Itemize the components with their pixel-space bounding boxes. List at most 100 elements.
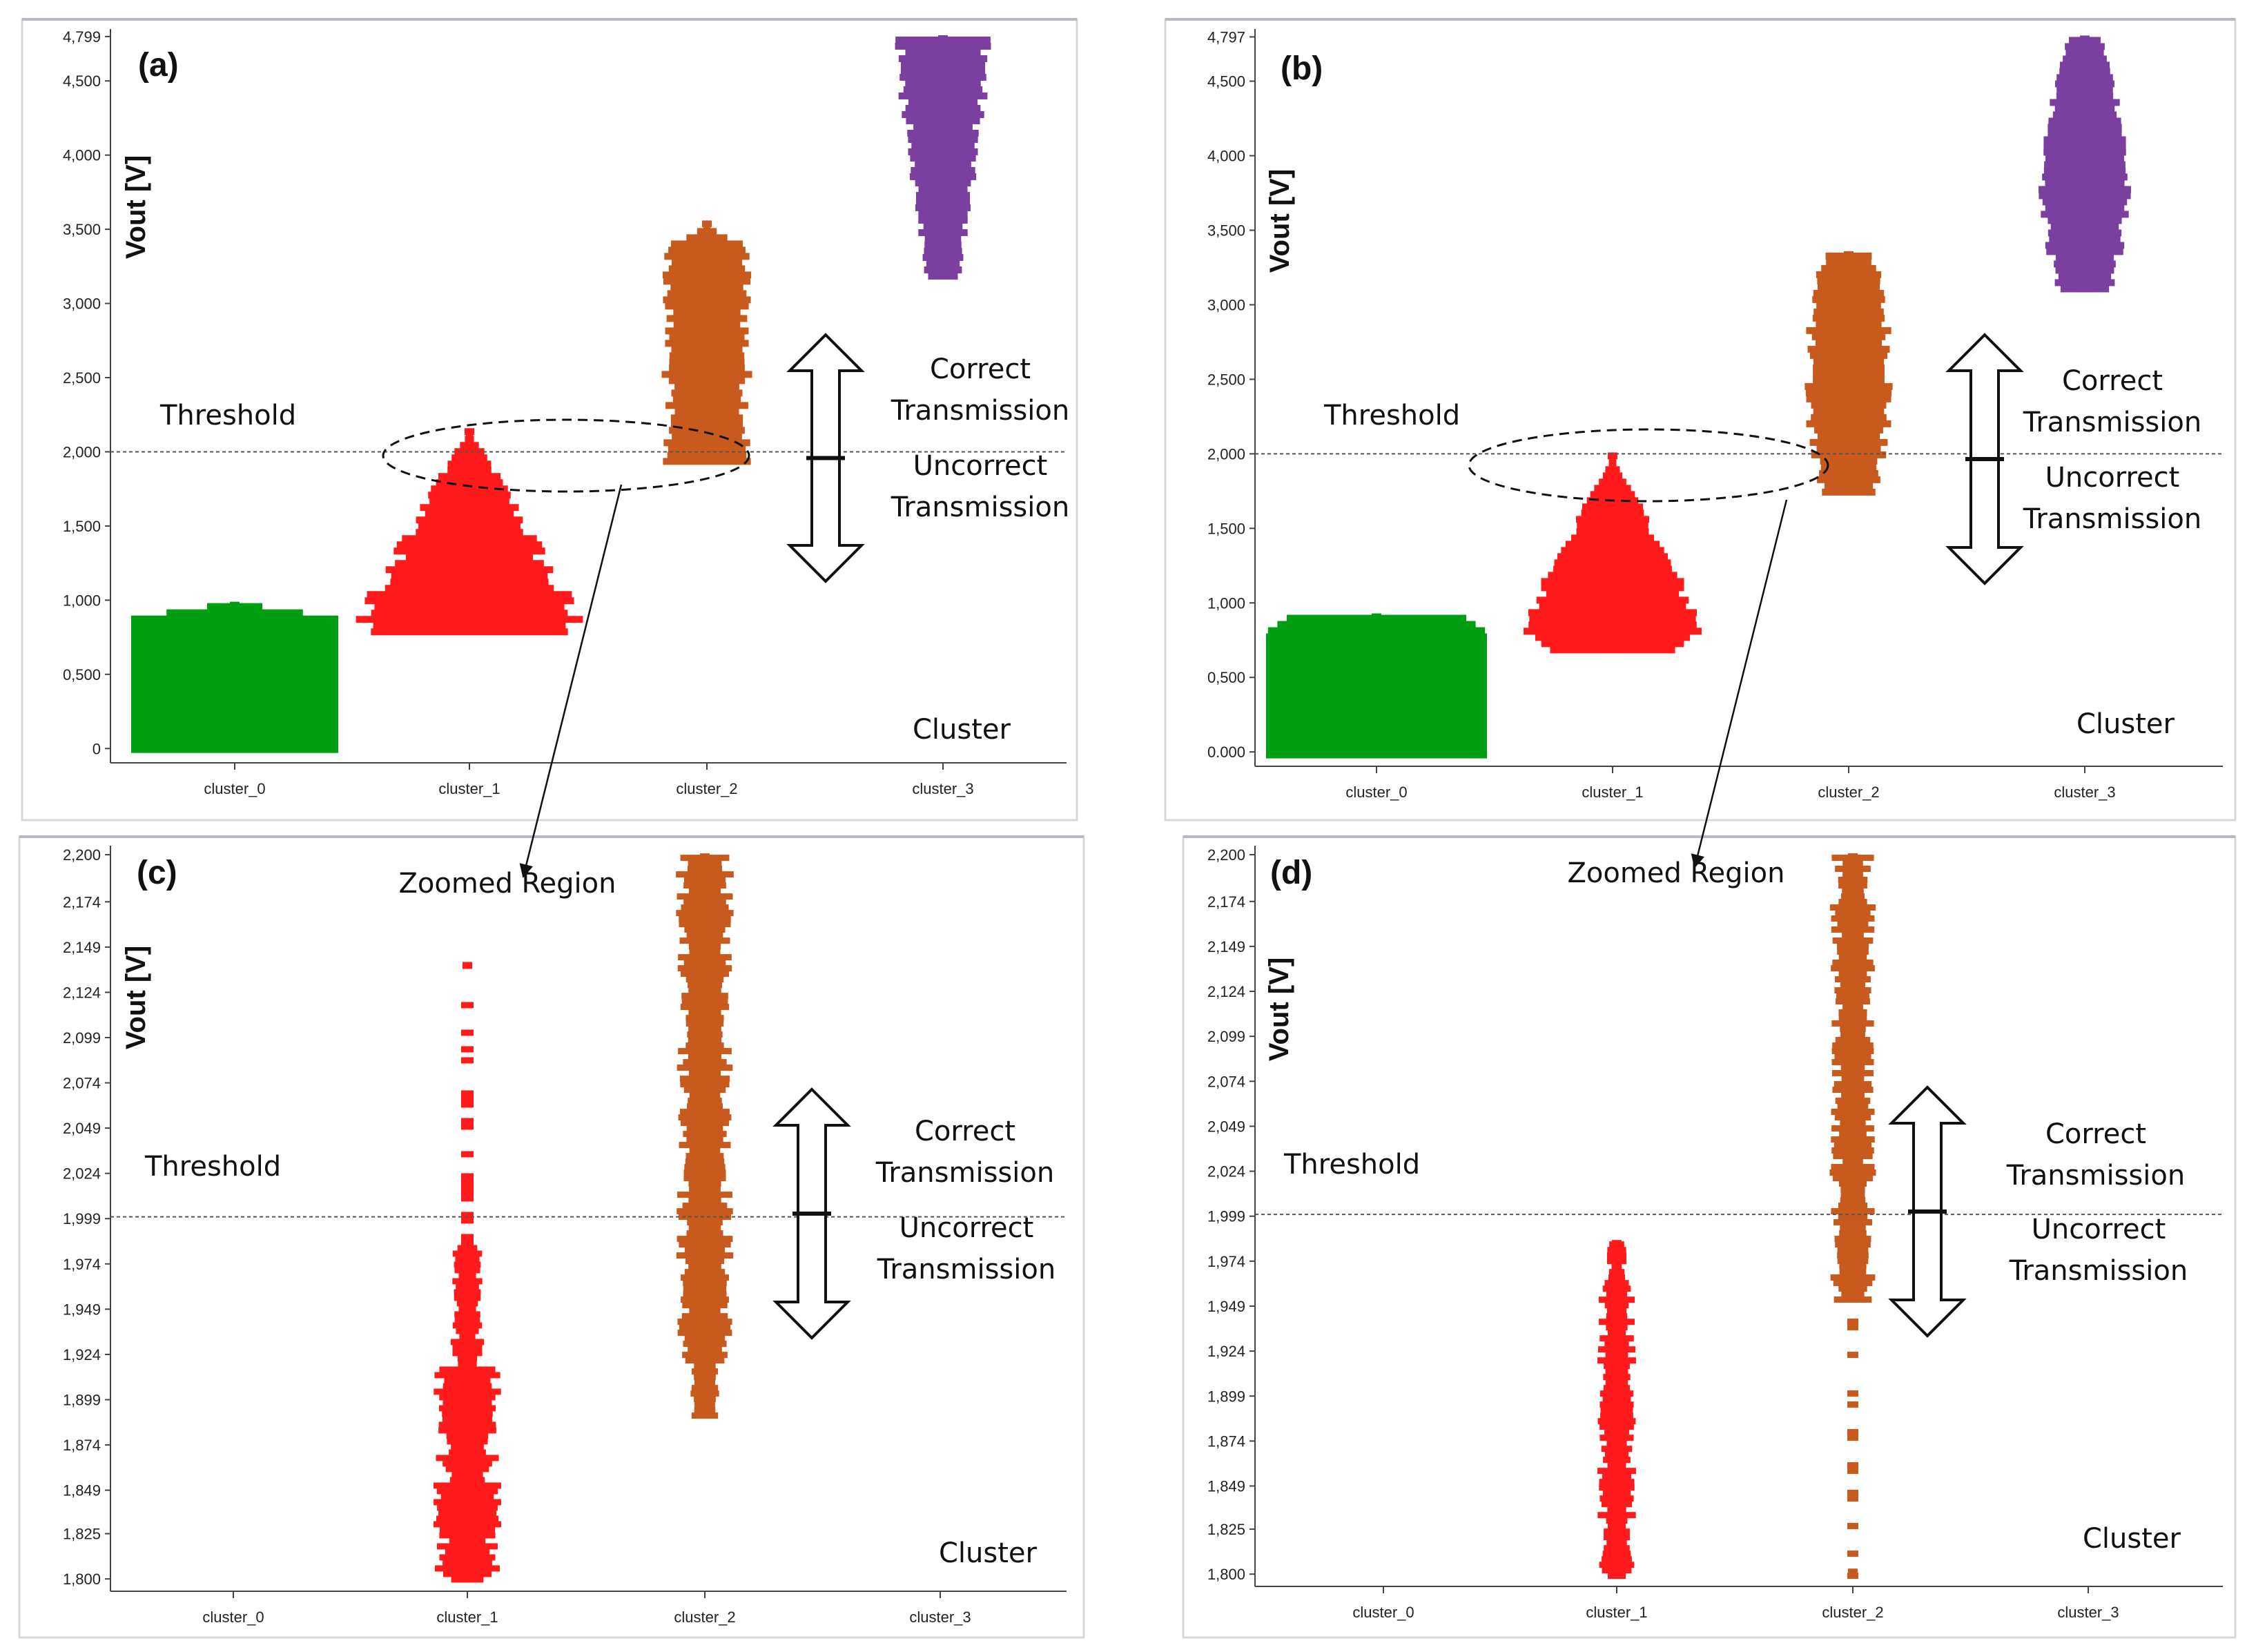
data-mark [663, 458, 751, 465]
data-mark [1546, 590, 1680, 598]
data-mark-max [1372, 613, 1381, 621]
data-mark [1607, 1506, 1626, 1513]
data-mark [2054, 105, 2115, 113]
data-mark [663, 439, 750, 447]
data-mark [685, 1153, 724, 1160]
data-mark [442, 1559, 492, 1566]
data-mark [439, 1554, 496, 1561]
data-mark [681, 1296, 729, 1303]
data-mark [374, 603, 565, 611]
data-mark [459, 1333, 476, 1340]
data-mark [905, 48, 981, 56]
data-mark [1811, 414, 1887, 421]
data-mark [2050, 99, 2120, 106]
data-mark [1590, 491, 1635, 498]
zoom-annotations: Zoomed Region Zoomed Region [399, 484, 1788, 900]
data-mark [1817, 476, 1880, 483]
data-mark [666, 315, 748, 322]
data-mark [900, 67, 986, 75]
data-mark-min [702, 454, 712, 461]
data-mark [1606, 1517, 1628, 1524]
data-mark [1842, 1158, 1863, 1165]
data-mark-max [2080, 35, 2090, 43]
data-mark [1835, 1098, 1871, 1105]
data-mark [680, 971, 730, 978]
x-tick-label: cluster_3 [2054, 784, 2115, 801]
data-mark [440, 1493, 494, 1500]
data-mark [1837, 943, 1869, 950]
data-mark [2043, 167, 2126, 175]
data-mark [918, 185, 968, 193]
data-mark [670, 420, 743, 428]
data-mark [449, 1477, 485, 1484]
data-mark [1565, 541, 1660, 548]
data-mark [2043, 148, 2126, 156]
data-mark [1603, 1385, 1631, 1392]
y-tick-label: 3,000 [1207, 296, 1245, 313]
data-mark [461, 1195, 474, 1202]
data-mark [2044, 161, 2126, 168]
data-mark [438, 473, 501, 480]
data-mark [915, 197, 971, 205]
data-mark [1604, 1363, 1630, 1370]
data-mark [1833, 1219, 1872, 1226]
data-mark [2039, 192, 2131, 200]
data-mark [1597, 1418, 1636, 1425]
data-mark [918, 216, 968, 224]
data-mark [131, 628, 338, 635]
data-mark [680, 1120, 730, 1127]
data-mark [1581, 509, 1644, 517]
data-mark-max [230, 601, 240, 609]
data-mark [1819, 469, 1878, 477]
data-mark [458, 1361, 477, 1368]
correct-label: Correct [930, 353, 1031, 385]
data-mark [1817, 277, 1880, 284]
data-mark [1809, 351, 1888, 359]
data-mark [673, 321, 741, 329]
data-mark [686, 234, 728, 242]
data-mark [1840, 1065, 1865, 1071]
data-mark-min [1608, 645, 1617, 652]
x-tick-label: cluster_2 [676, 780, 737, 797]
data-mark [669, 358, 745, 366]
data-mark [1840, 893, 1865, 900]
x-tick-label: cluster_2 [674, 1609, 735, 1626]
data-mark [1838, 882, 1867, 889]
data-mark [1840, 1192, 1865, 1198]
data-mark [1599, 1335, 1634, 1342]
data-mark [688, 1197, 721, 1204]
data-mark [671, 389, 743, 397]
threshold-label: Threshold [1283, 1149, 1420, 1180]
y-tick-label: 3,000 [63, 295, 101, 313]
data-mark [445, 1466, 489, 1473]
data-mark [1539, 603, 1686, 610]
y-tick-label: 2,174 [1207, 893, 1245, 911]
data-mark-max [700, 853, 710, 861]
data-mark [2055, 266, 2114, 274]
data-mark [1277, 621, 1476, 628]
data-mark [926, 260, 960, 267]
data-mark [1840, 1225, 1866, 1232]
data-mark [1835, 1241, 1871, 1248]
data-mark [2045, 179, 2125, 187]
y-tick-label: 1,874 [63, 1437, 101, 1454]
data-mark [1831, 926, 1875, 933]
data-mark [451, 1444, 484, 1450]
data-mark [1576, 516, 1649, 523]
data-mark [1266, 633, 1487, 641]
y-tick-label: 0 [93, 740, 101, 757]
data-mark [131, 634, 338, 641]
data-mark [435, 1565, 500, 1572]
data-mark [461, 1151, 474, 1158]
data-mark [461, 1029, 474, 1036]
data-mark [665, 327, 749, 335]
data-mark-max [465, 428, 474, 436]
data-mark [447, 1438, 488, 1445]
data-mark [356, 616, 583, 623]
data-mark [688, 987, 721, 994]
data-mark [1812, 295, 1885, 303]
data-mark [1602, 1396, 1631, 1403]
data-mark [688, 1026, 721, 1033]
data-mark [2056, 93, 2114, 100]
x-tick-label: cluster_2 [1822, 1604, 1883, 1621]
